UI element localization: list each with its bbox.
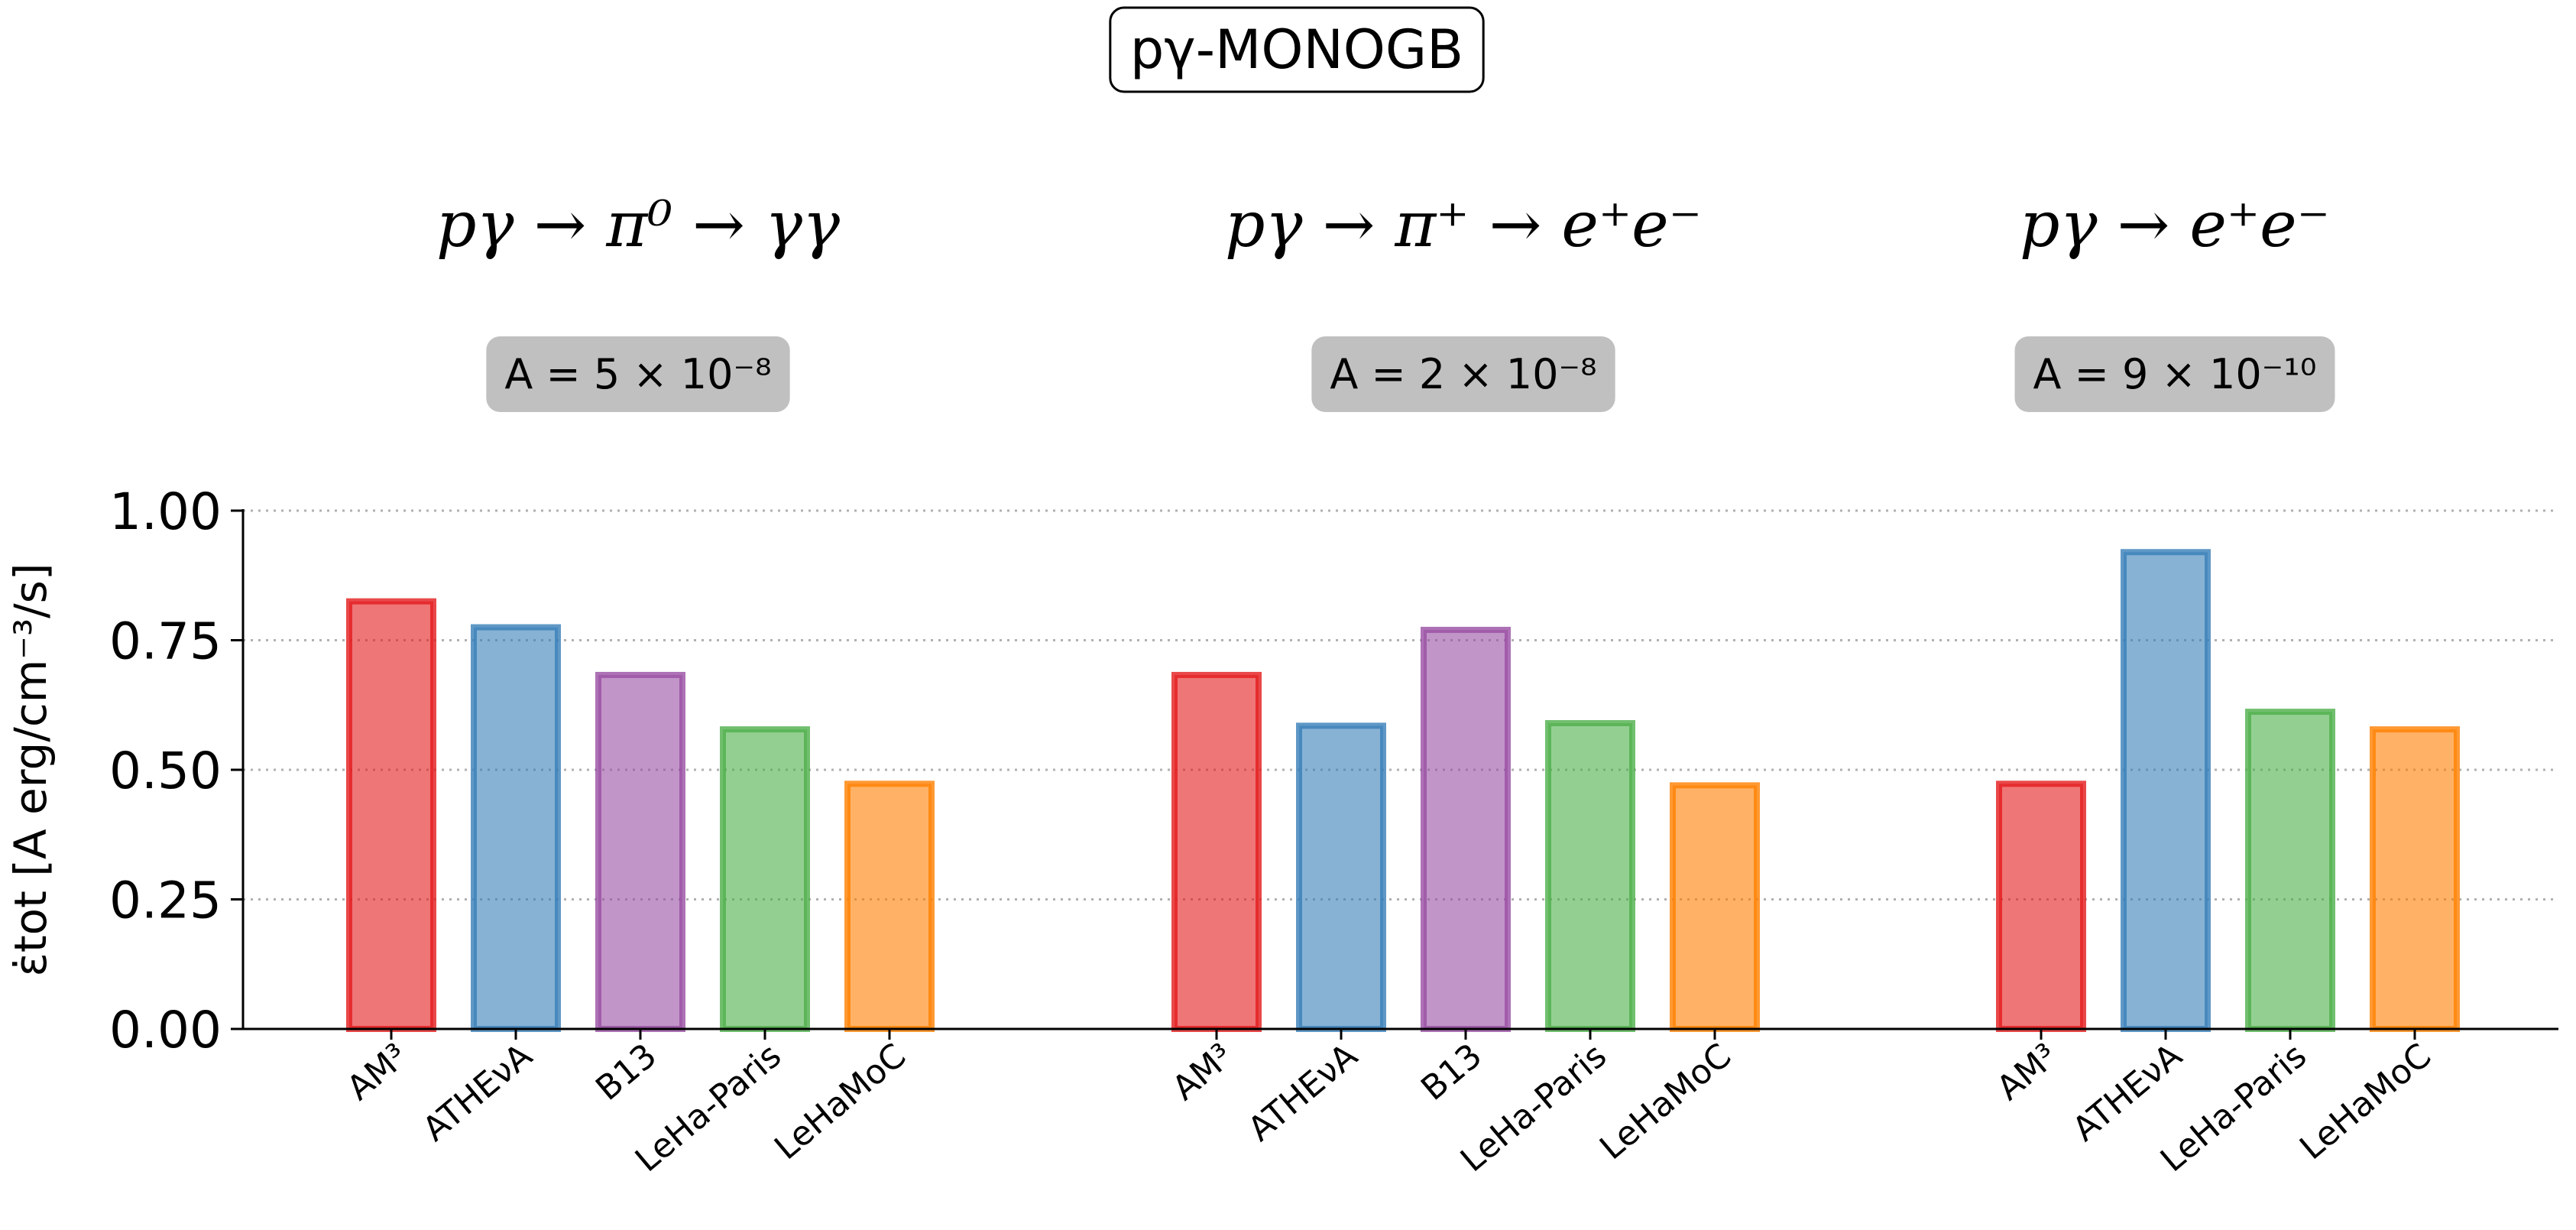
- y-tick-label: 0.00: [109, 1001, 222, 1060]
- bars: [346, 549, 2460, 1033]
- y-tick-label: 0.50: [109, 742, 222, 800]
- title-box: [1109, 6, 1485, 93]
- axes: [231, 509, 2558, 1040]
- bar-lehamoc: [2370, 726, 2460, 1033]
- normalization-box: [486, 336, 790, 412]
- category-label: B13: [588, 1036, 664, 1108]
- y-tick-label: 0.25: [109, 871, 222, 930]
- category-label: B13: [1414, 1036, 1489, 1108]
- normalization-badge: A = 2 × 10⁻⁸: [1311, 336, 1615, 412]
- bar-lehamoc: [1670, 782, 1760, 1032]
- category-label: ATHEνA: [2066, 1036, 2189, 1149]
- bar-am: [1171, 671, 1262, 1033]
- category-label: LeHaMoC: [767, 1036, 913, 1167]
- process-label: pγ → π⁺ → e⁺e⁻: [1225, 189, 1702, 261]
- category-label: LeHaMoC: [1593, 1036, 1738, 1167]
- normalization-label: A = 5 × 10⁻⁸: [504, 350, 771, 398]
- process-label: pγ → π⁰ → γγ: [436, 189, 841, 261]
- bar-b13: [1421, 626, 1511, 1032]
- category-label: AM³: [1165, 1036, 1240, 1108]
- category-label: AM³: [340, 1036, 415, 1108]
- category-label: LeHaMoC: [2292, 1036, 2438, 1167]
- y-tick-label: 0.75: [109, 612, 222, 671]
- bar-lehamoc: [844, 781, 935, 1033]
- normalization-box: [1311, 336, 1615, 412]
- bar-athea: [2121, 549, 2211, 1032]
- category-label: ATHEνA: [1241, 1036, 1365, 1149]
- normalization-box: [2014, 336, 2335, 412]
- bar-lehaparis: [1545, 719, 1635, 1032]
- normalization-label: A = 9 × 10⁻¹⁰: [2033, 350, 2317, 398]
- bar-am: [1996, 781, 2086, 1033]
- bar-b13: [595, 671, 685, 1033]
- bar-am: [346, 598, 436, 1032]
- normalization-label: A = 2 × 10⁻⁸: [1330, 350, 1596, 398]
- grid-lines: [243, 509, 2558, 901]
- bar-athea: [471, 624, 561, 1032]
- category-label: AM³: [1990, 1036, 2065, 1108]
- normalization-badge: A = 5 × 10⁻⁸: [486, 336, 790, 412]
- bar-athea: [1296, 722, 1386, 1032]
- y-tick-label: 1.00: [109, 482, 222, 541]
- bar-lehaparis: [2245, 709, 2335, 1033]
- category-label: ATHEνA: [416, 1036, 540, 1149]
- normalization-badge: A = 9 × 10⁻¹⁰: [2014, 336, 2335, 412]
- process-label: pγ → e⁺e⁻: [2020, 189, 2330, 261]
- y-axis-label: ε̇tot [A erg/cm⁻³/s]: [5, 563, 57, 976]
- chart-title: pγ-MONOGB: [1130, 18, 1463, 81]
- bar-lehaparis: [720, 726, 810, 1033]
- title-badge: pγ-MONOGB: [1109, 6, 1485, 93]
